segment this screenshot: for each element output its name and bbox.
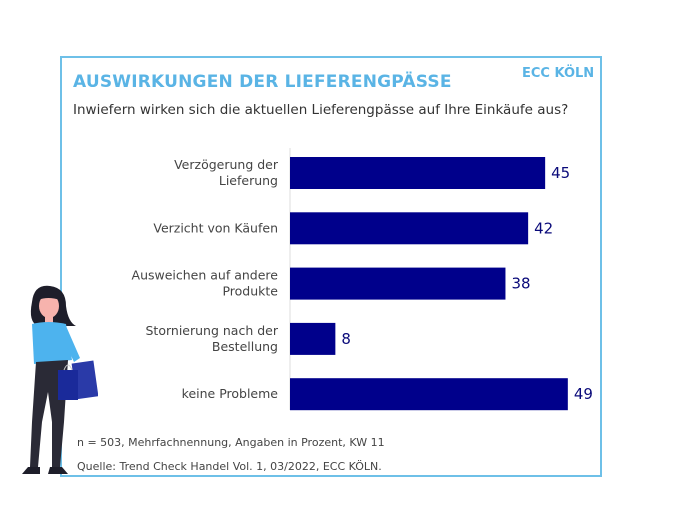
data-label: 45 — [551, 164, 570, 182]
category-label: Produkte — [222, 284, 278, 299]
category-label: Lieferung — [219, 173, 278, 188]
data-label: 49 — [574, 385, 593, 403]
sample-note: n = 503, Mehrfachnennung, Angaben in Pro… — [77, 436, 385, 449]
category-label: Bestellung — [212, 339, 278, 354]
chart-subtitle: Inwiefern wirken sich die aktuellen Lief… — [73, 102, 569, 118]
bar — [290, 322, 336, 355]
source-note: Quelle: Trend Check Handel Vol. 1, 03/20… — [77, 460, 382, 473]
data-label: 42 — [534, 219, 553, 237]
category-label: Verzögerung der — [174, 157, 279, 172]
category-label: Verzicht von Käufen — [153, 220, 278, 235]
bar — [290, 157, 546, 189]
brand-logo: ECC KÖLN — [522, 66, 595, 81]
data-label: 38 — [511, 275, 530, 293]
category-label: Stornierung nach der — [146, 323, 279, 338]
chart-title: AUSWIRKUNGEN DER LIEFERENGPÄSSE — [73, 72, 452, 92]
category-label: keine Probleme — [182, 386, 279, 401]
bar — [290, 212, 529, 245]
category-label: Ausweichen auf andere — [132, 268, 279, 283]
shopper-illustration — [22, 285, 98, 474]
bar — [290, 378, 568, 411]
bar — [290, 267, 506, 300]
data-label: 8 — [341, 330, 351, 348]
